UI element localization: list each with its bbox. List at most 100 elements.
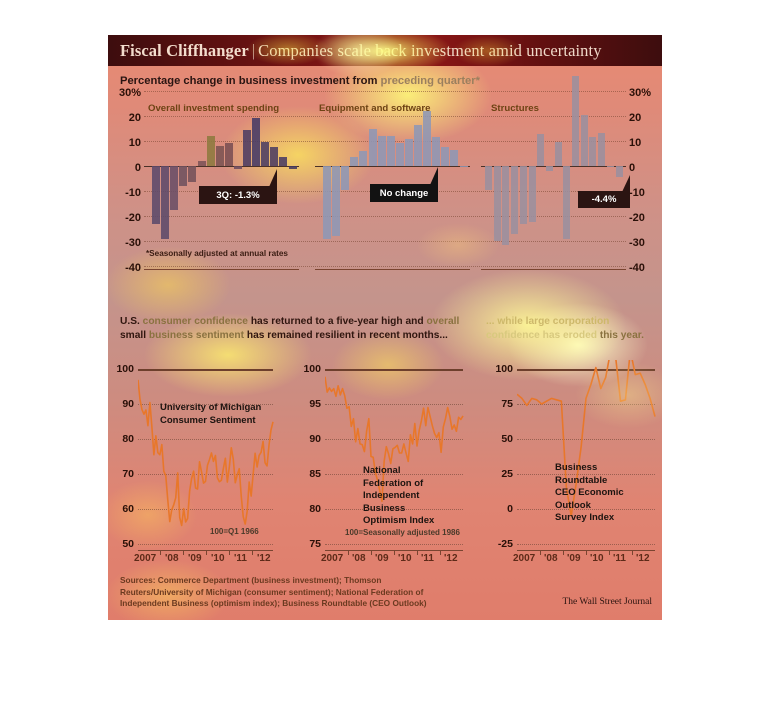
bar-ylabel-left-5: -20 <box>125 212 141 224</box>
bar-ylabel-left-3: 0 <box>134 162 141 174</box>
callout-tail-overall <box>269 169 277 187</box>
bar <box>598 133 606 166</box>
headline-separator: | <box>251 40 256 60</box>
bar-footnote: *Seasonally adjusted at annual rates <box>146 249 288 258</box>
line-panel-nfib: 100 95 90 85 80 75 National Federation o… <box>293 360 483 565</box>
line3-xlabel-3: '10 <box>590 553 604 564</box>
line1-xtick <box>183 550 184 555</box>
line3-xtick <box>586 550 587 555</box>
bar <box>386 136 395 166</box>
line3-ylabel-4: 0 <box>507 503 513 515</box>
bar <box>170 166 179 210</box>
headline-kicker: Fiscal Cliffhanger <box>120 40 249 60</box>
bar <box>377 136 386 166</box>
subheadline-strong: Percentage change in business investment… <box>120 75 378 87</box>
line2-xlabel-5: '12 <box>444 553 458 564</box>
line1-xlabel-5: '12 <box>257 553 271 564</box>
callout-tail-structures <box>622 175 630 192</box>
subheadline: Percentage change in business investment… <box>120 75 480 87</box>
mid-text-right: ... while large corporation confidence h… <box>486 315 662 343</box>
mid-text-left: U.S. consumer confidence has returned to… <box>120 315 490 343</box>
line2-ylabel-5: 75 <box>309 538 321 550</box>
bar <box>288 166 297 170</box>
publication-credit: The Wall Street Journal <box>562 597 652 607</box>
line2-xtick <box>417 550 418 555</box>
bar-ylabel-right-7: -40 <box>629 262 645 274</box>
bar <box>528 166 536 223</box>
bar-panel-title-overall: Overall investment spending <box>148 103 280 114</box>
bar-ylabel-left-6: -30 <box>125 237 141 249</box>
mid-left-w6: five-year high <box>336 316 403 327</box>
bar-chart-section: 30% 20 10 0 -10 -20 -30 -40 30% 20 10 0 … <box>108 76 662 296</box>
line3-plot <box>517 360 656 517</box>
line2-caption: National Federation of Independent Busin… <box>363 465 435 526</box>
callout-equipment: No change <box>370 184 438 202</box>
bar-xaxis-overall <box>144 269 299 270</box>
bar <box>404 139 413 166</box>
headline-banner: Fiscal Cliffhanger | Companies scale back … <box>108 35 662 66</box>
mid-left-w10: business sentiment <box>148 330 245 341</box>
mid-left-w5: to a <box>315 316 334 327</box>
sources-line-2: Reuters/University of Michigan (consumer… <box>120 586 424 597</box>
line1-ylabel-0: 100 <box>116 363 134 375</box>
line1-xlabel-3: '10 <box>211 553 225 564</box>
line2-note: 100=Seasonally adjusted 1986 <box>345 528 460 537</box>
bar <box>261 142 270 166</box>
mid-right-line1: ... while large corporation <box>486 316 610 327</box>
bar <box>511 166 519 234</box>
bar <box>519 166 527 224</box>
bar <box>502 166 510 245</box>
line3-ylabel-1: 75 <box>501 398 513 410</box>
bar <box>580 114 588 166</box>
bar <box>279 156 288 166</box>
infographic-root: Fiscal Cliffhanger | Companies scale back … <box>108 35 662 620</box>
line3-xlabel-1: '08 <box>544 553 558 564</box>
bar <box>197 161 206 166</box>
line1-xtick <box>229 550 230 555</box>
line2-ylabel-2: 90 <box>309 433 321 445</box>
mid-left-w2: consumer confidence <box>142 316 248 327</box>
bar-panel-title-structures: Structures <box>491 103 539 114</box>
bar <box>270 146 279 166</box>
bar-ylabel-right-0: 30% <box>629 87 652 99</box>
line1-ylabel-2: 80 <box>122 433 134 445</box>
line1-note: 100=Q1 1966 <box>210 527 259 536</box>
callout-structures: -4.4% <box>578 191 630 208</box>
line2-ylabel-0: 100 <box>303 363 321 375</box>
bar <box>537 134 545 166</box>
callout-tail-equipment <box>430 167 438 185</box>
bar <box>341 166 350 190</box>
bar <box>206 135 215 166</box>
bar-ylabel-left-1: 20 <box>128 112 141 124</box>
line3-ylabel-3: 25 <box>501 468 513 480</box>
bar <box>252 118 261 166</box>
mid-left-w8: overall <box>426 316 460 327</box>
line2-xtick <box>348 550 349 555</box>
line1-xlabel-4: '11 <box>234 553 247 564</box>
bar-panel-equipment: Equipment and software <box>315 91 470 261</box>
bar <box>224 143 233 166</box>
bar-ylabel-left-2: 10 <box>128 137 141 149</box>
line1-xtick <box>160 550 161 555</box>
bar <box>450 149 459 166</box>
bar <box>243 129 251 166</box>
bar-ylabel-right-5: -20 <box>629 212 645 224</box>
mid-left-w4: returned <box>271 316 313 327</box>
bar <box>179 166 188 186</box>
line1-xlabel-0: 2007 <box>134 553 157 564</box>
line2-xtick <box>440 550 441 555</box>
mid-left-w12: remained resilient in recent months... <box>267 330 448 341</box>
headline-rest: Companies scale back investment amid unc… <box>258 40 602 60</box>
line3-xlabel-0: 2007 <box>513 553 536 564</box>
line-panel-brt: 100 75 50 25 0 -25 Business Roundtable C… <box>483 360 662 565</box>
bar-panel-title-equipment: Equipment and software <box>319 103 431 114</box>
bar <box>359 150 368 166</box>
headline-text: Fiscal Cliffhanger | Companies scale back … <box>108 41 602 61</box>
bar <box>572 76 579 166</box>
bar-ylabel-right-2: 10 <box>629 137 642 149</box>
bar-ylabel-left-4: -10 <box>125 187 141 199</box>
bar <box>554 142 562 166</box>
bar <box>414 124 422 166</box>
bar-xaxis-equipment <box>315 269 470 270</box>
mid-left-w9: small <box>120 330 147 341</box>
